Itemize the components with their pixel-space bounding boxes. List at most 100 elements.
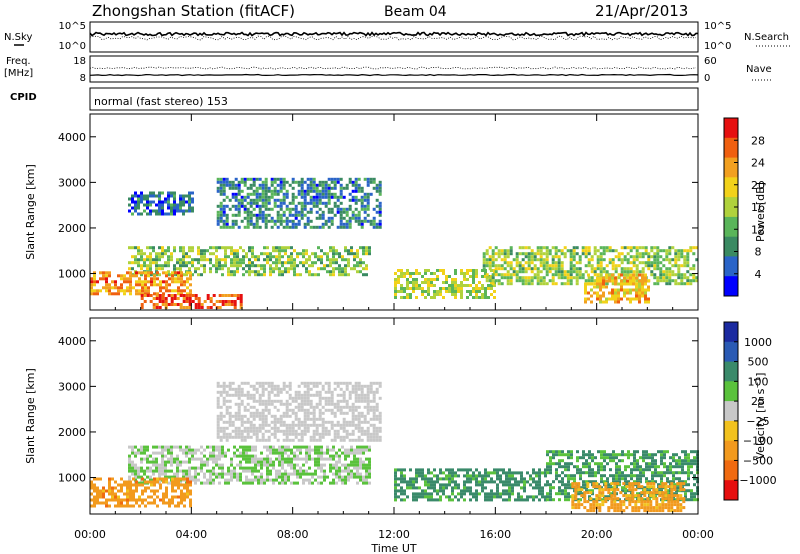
heatmap-cell xyxy=(314,252,317,256)
heatmap-cell xyxy=(433,489,436,493)
heatmap-cell xyxy=(363,192,367,196)
heatmap-cell xyxy=(290,261,293,265)
heatmap-cell xyxy=(523,498,526,502)
heatmap-cell xyxy=(143,264,146,268)
heatmap-cell xyxy=(267,435,271,439)
heatmap-cell xyxy=(141,286,144,290)
heatmap-cell xyxy=(228,399,232,403)
heatmap-cell xyxy=(135,280,138,284)
heatmap-cell xyxy=(442,287,445,290)
heatmap-cell xyxy=(569,282,573,286)
heatmap-cell xyxy=(365,475,368,479)
heatmap-cell xyxy=(487,284,490,287)
heatmap-cell xyxy=(266,454,269,458)
heatmap-cell xyxy=(356,457,359,461)
heatmap-cell xyxy=(264,213,268,217)
heatmap-cell xyxy=(167,270,170,274)
heatmap-cell xyxy=(237,405,241,409)
heatmap-cell xyxy=(300,393,304,397)
heatmap-cell xyxy=(276,219,280,223)
heatmap-cell xyxy=(587,273,590,277)
heatmap-cell xyxy=(131,460,134,464)
heatmap-cell xyxy=(219,219,223,223)
heatmap-cell xyxy=(400,275,403,278)
heatmap-cell xyxy=(536,258,540,262)
heatmap-cell xyxy=(240,402,244,406)
heatmap-cell xyxy=(357,210,361,214)
heatmap-cell xyxy=(555,462,558,466)
heatmap-cell xyxy=(234,198,238,202)
heatmap-cell xyxy=(494,252,498,256)
heatmap-cell xyxy=(281,249,284,253)
heatmap-cell xyxy=(186,486,189,490)
heatmap-cell xyxy=(308,448,311,452)
heatmap-cell xyxy=(326,252,329,256)
heatmap-cell xyxy=(644,288,647,292)
heatmap-cell xyxy=(161,445,164,449)
heatmap-cell xyxy=(605,279,608,283)
heatmap-cell xyxy=(230,270,233,274)
heatmap-cell xyxy=(372,177,376,181)
heatmap-cell xyxy=(294,435,298,439)
heatmap-cell xyxy=(677,264,681,268)
heatmap-cell xyxy=(511,492,514,496)
heatmap-cell xyxy=(324,204,328,208)
heatmap-cell xyxy=(635,273,639,277)
heatmap-cell xyxy=(183,283,186,287)
heatmap-cell xyxy=(672,483,675,487)
heatmap-cell xyxy=(294,399,298,403)
heatmap-cell xyxy=(614,282,617,286)
heatmap-cell xyxy=(344,273,347,277)
heatmap-cell xyxy=(579,468,582,472)
heatmap-cell xyxy=(506,249,510,253)
heatmap-cell xyxy=(248,457,251,461)
heatmap-cell xyxy=(409,480,412,484)
heatmap-cell xyxy=(219,216,223,220)
heatmap-cell xyxy=(167,249,170,253)
heatmap-cell xyxy=(544,468,547,472)
heatmap-cell xyxy=(153,492,156,496)
heatmap-cell xyxy=(472,492,475,496)
heatmap-cell xyxy=(403,275,406,278)
heatmap-cell xyxy=(206,478,209,482)
heatmap-cell xyxy=(505,498,508,502)
heatmap-cell xyxy=(585,471,588,475)
heatmap-cell xyxy=(240,198,244,202)
heatmap-cell xyxy=(129,480,132,484)
heatmap-cell xyxy=(137,203,140,207)
heatmap-cell xyxy=(266,258,269,262)
heatmap-cell xyxy=(448,471,451,475)
heatmap-cell xyxy=(481,486,484,490)
heatmap-cell xyxy=(170,457,173,461)
heatmap-cell xyxy=(687,474,690,478)
heatmap-cell xyxy=(511,474,514,478)
heatmap-cell xyxy=(243,435,247,439)
heatmap-cell xyxy=(167,194,170,198)
heatmap-cell xyxy=(261,435,265,439)
power-y-label: Slant Range [km] xyxy=(24,164,37,260)
heatmap-cell xyxy=(312,438,316,442)
heatmap-cell xyxy=(221,294,225,297)
heatmap-cell xyxy=(650,264,654,268)
heatmap-cell xyxy=(174,495,177,499)
heatmap-cell xyxy=(236,252,239,256)
heatmap-cell xyxy=(475,483,478,487)
heatmap-cell xyxy=(445,495,448,499)
heatmap-cell xyxy=(177,271,180,275)
heatmap-cell xyxy=(621,459,624,463)
heatmap-cell xyxy=(255,381,259,385)
heatmap-cell xyxy=(372,225,376,229)
heatmap-cell xyxy=(188,451,191,455)
heatmap-cell xyxy=(165,501,168,505)
heatmap-cell xyxy=(296,273,299,277)
heatmap-cell xyxy=(620,279,623,283)
heatmap-cell xyxy=(153,501,156,505)
heatmap-cell xyxy=(546,450,549,454)
heatmap-region xyxy=(571,482,686,513)
heatmap-cell xyxy=(239,258,242,262)
heatmap-cell xyxy=(330,192,334,196)
heatmap-cell xyxy=(288,219,292,223)
heatmap-cell xyxy=(418,287,421,290)
heatmap-cell xyxy=(557,255,561,259)
heatmap-cell xyxy=(344,267,347,271)
